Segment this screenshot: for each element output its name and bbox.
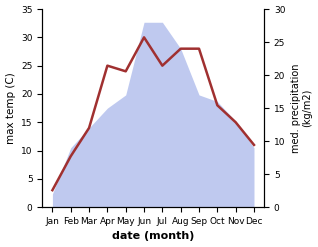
X-axis label: date (month): date (month) (112, 231, 194, 242)
Y-axis label: max temp (C): max temp (C) (5, 72, 16, 144)
Y-axis label: med. precipitation
(kg/m2): med. precipitation (kg/m2) (291, 63, 313, 153)
